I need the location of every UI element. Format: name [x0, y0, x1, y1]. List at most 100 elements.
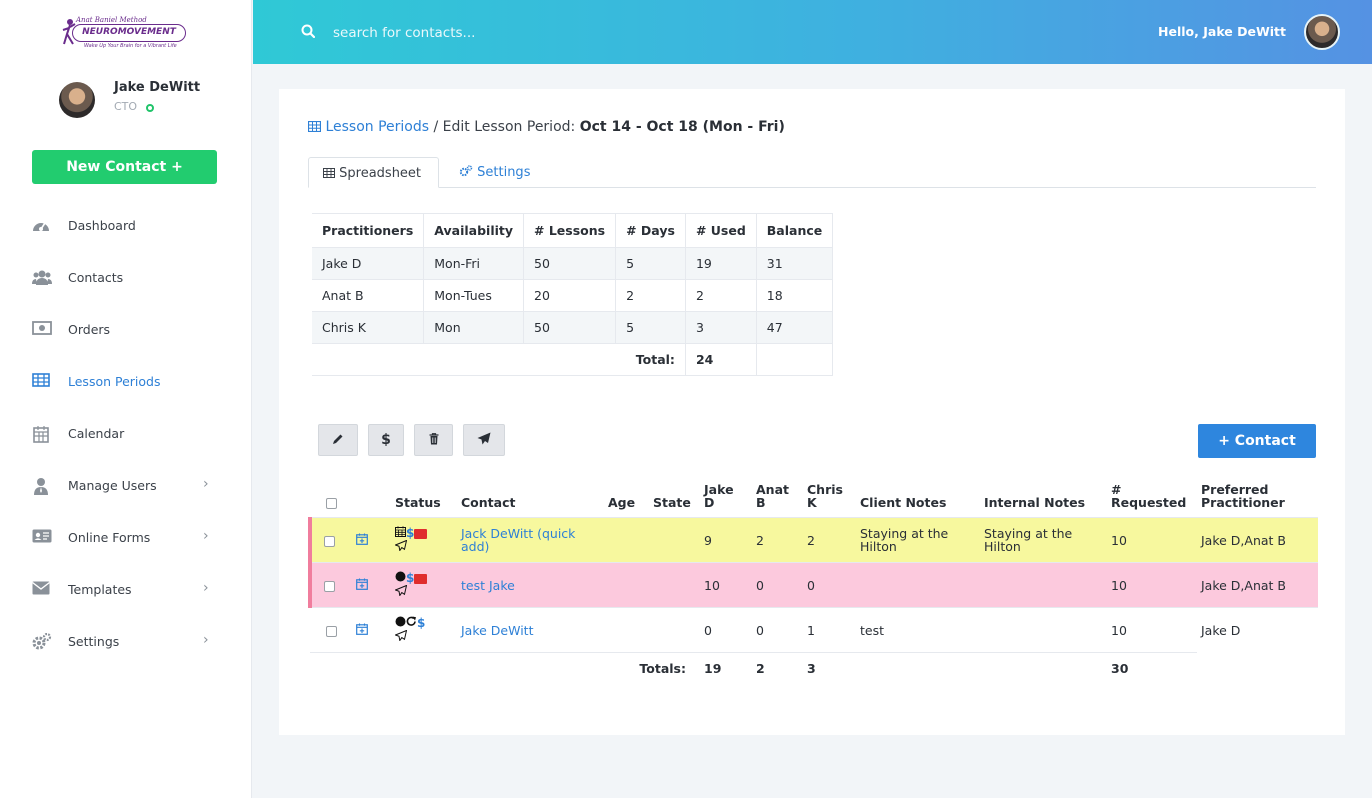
- contacts-lesson-table: Status Contact Age State Jake D Anat B Chr…: [308, 483, 1318, 685]
- logo-figure-icon: [62, 19, 76, 45]
- id-card-icon: [414, 528, 428, 539]
- paper-plane-icon: [477, 432, 491, 445]
- calendar-plus-icon[interactable]: [356, 623, 368, 635]
- column-header-contact: Contact: [457, 483, 604, 518]
- tab-label: Spreadsheet: [339, 166, 422, 181]
- add-contact-button[interactable]: + Contact: [1198, 424, 1316, 458]
- sidebar-item-online-forms[interactable]: Online Forms ›: [0, 512, 252, 564]
- header-line: D: [704, 495, 715, 510]
- chevron-right-icon: ›: [203, 580, 209, 596]
- table-cell: 50: [523, 311, 617, 344]
- totals-label: Totals:: [639, 661, 686, 677]
- row-checkbox[interactable]: [324, 535, 335, 547]
- row-checkbox[interactable]: [324, 580, 335, 592]
- logo-main-text: NEUROMOVEMENT: [72, 24, 186, 42]
- column-header: # Days: [615, 213, 686, 248]
- column-header: # Used: [685, 213, 757, 248]
- sidebar-item-manage-users[interactable]: Manage Users ›: [0, 460, 252, 512]
- row-checkbox[interactable]: [326, 625, 337, 637]
- circle-icon: [395, 616, 406, 627]
- column-header-internal-notes: Internal Notes: [980, 483, 1107, 518]
- table-cell: Jake D: [312, 247, 425, 280]
- header-line: #: [1111, 482, 1122, 497]
- column-header: # Lessons: [523, 213, 617, 248]
- sidebar-item-dashboard[interactable]: Dashboard: [0, 200, 252, 252]
- calendar-plus-icon[interactable]: [356, 533, 368, 545]
- internal-notes-cell: Staying at the Hilton: [980, 517, 1107, 563]
- sidebar-item-templates[interactable]: Templates ›: [0, 564, 252, 616]
- id-card-icon: [32, 529, 52, 547]
- requested-cell: 10: [1107, 517, 1197, 563]
- jake-d-cell: 10: [700, 562, 752, 608]
- delete-button[interactable]: [414, 424, 453, 456]
- breadcrumb-current: Oct 14 - Oct 18 (Mon - Fri): [579, 119, 785, 135]
- column-header-client-notes: Client Notes: [856, 483, 980, 518]
- logo-tagline: Wake Up Your Brain for a Vibrant Life: [84, 43, 177, 49]
- sidebar-item-settings[interactable]: Settings ›: [0, 616, 252, 668]
- avatar[interactable]: [59, 82, 95, 118]
- header-line: Anat: [756, 482, 789, 497]
- state-cell: [649, 517, 700, 563]
- sidebar: Anat Baniel Method NEUROMOVEMENT Wake Up…: [0, 0, 252, 798]
- tab-settings[interactable]: Settings: [445, 157, 544, 188]
- table-row: $ test Jake 10 0 0 10 Jake D,Anat B: [308, 562, 1318, 608]
- table-row: Jake D Mon-Fri 50 5 19 31: [312, 247, 834, 280]
- sidebar-item-orders[interactable]: Orders: [0, 304, 252, 356]
- select-all-checkbox[interactable]: [326, 498, 337, 509]
- table-cell: 19: [685, 247, 757, 280]
- search-input[interactable]: [333, 22, 633, 44]
- totals-jake-d: 19: [704, 661, 722, 677]
- sidebar-item-label: Templates: [68, 582, 132, 597]
- chris-k-cell: 0: [803, 562, 856, 608]
- envelope-icon: [32, 581, 50, 599]
- breadcrumb-link-lesson-periods[interactable]: Lesson Periods: [307, 119, 429, 135]
- table-cell: [856, 653, 980, 685]
- requested-cell: 10: [1107, 562, 1197, 608]
- header-avatar[interactable]: [1304, 14, 1340, 50]
- neuromovement-logo[interactable]: Anat Baniel Method NEUROMOVEMENT Wake Up…: [62, 16, 188, 49]
- sidebar-item-lesson-periods[interactable]: Lesson Periods: [0, 356, 252, 408]
- table-cell: [523, 343, 616, 376]
- table-cell: Anat B: [312, 279, 425, 312]
- new-contact-button[interactable]: New Contact +: [32, 150, 217, 184]
- table-cell: 50: [523, 247, 617, 280]
- paid-icon: $: [417, 616, 426, 630]
- calendar-plus-icon[interactable]: [356, 578, 368, 590]
- contact-link[interactable]: Jack DeWitt (quick add): [457, 517, 604, 563]
- table-cell: 31: [756, 247, 834, 280]
- client-notes-cell: test: [856, 607, 980, 653]
- dashboard-icon: [32, 217, 50, 235]
- jake-d-cell: 0: [700, 607, 752, 653]
- search-icon[interactable]: [301, 24, 315, 38]
- table-icon: [307, 120, 322, 133]
- status-icons: $: [391, 607, 457, 653]
- header-line: B: [756, 495, 766, 510]
- breadcrumb-separator: / Edit Lesson Period:: [429, 119, 580, 135]
- edit-button[interactable]: [318, 424, 358, 456]
- table-cell: 2: [685, 279, 757, 312]
- sidebar-item-calendar[interactable]: Calendar: [0, 408, 252, 460]
- sidebar-item-contacts[interactable]: Contacts: [0, 252, 252, 304]
- logo-script-text: Anat Baniel Method: [76, 16, 147, 24]
- tab-spreadsheet[interactable]: Spreadsheet: [308, 157, 439, 188]
- payment-button[interactable]: $: [368, 424, 404, 456]
- send-button[interactable]: [463, 424, 505, 456]
- sidebar-item-label: Lesson Periods: [68, 374, 161, 389]
- column-header: [352, 483, 391, 518]
- column-header-anat-b: Anat B: [752, 483, 803, 518]
- contact-link[interactable]: Jake DeWitt: [457, 607, 604, 653]
- contact-link[interactable]: test Jake: [457, 562, 604, 608]
- header-line: K: [807, 495, 817, 510]
- table-header-row: Practitioners Availability # Lessons # D…: [312, 213, 834, 248]
- anat-b-cell: 0: [752, 562, 803, 608]
- user-greeting[interactable]: Hello, Jake DeWitt: [1158, 24, 1286, 39]
- select-all-header: [310, 483, 352, 518]
- top-header: Hello, Jake DeWitt: [253, 0, 1372, 64]
- breadcrumb: Lesson Periods / Edit Lesson Period: Oct…: [307, 119, 785, 135]
- table-cell: Mon-Fri: [423, 247, 525, 280]
- state-cell: [649, 607, 700, 653]
- table-cell: 47: [756, 311, 834, 344]
- profile-role: CTO: [114, 100, 138, 113]
- row-select-cell: [308, 517, 352, 563]
- table-row: $ Jake DeWitt 0 0 1 test 10 Jake D: [310, 607, 1318, 653]
